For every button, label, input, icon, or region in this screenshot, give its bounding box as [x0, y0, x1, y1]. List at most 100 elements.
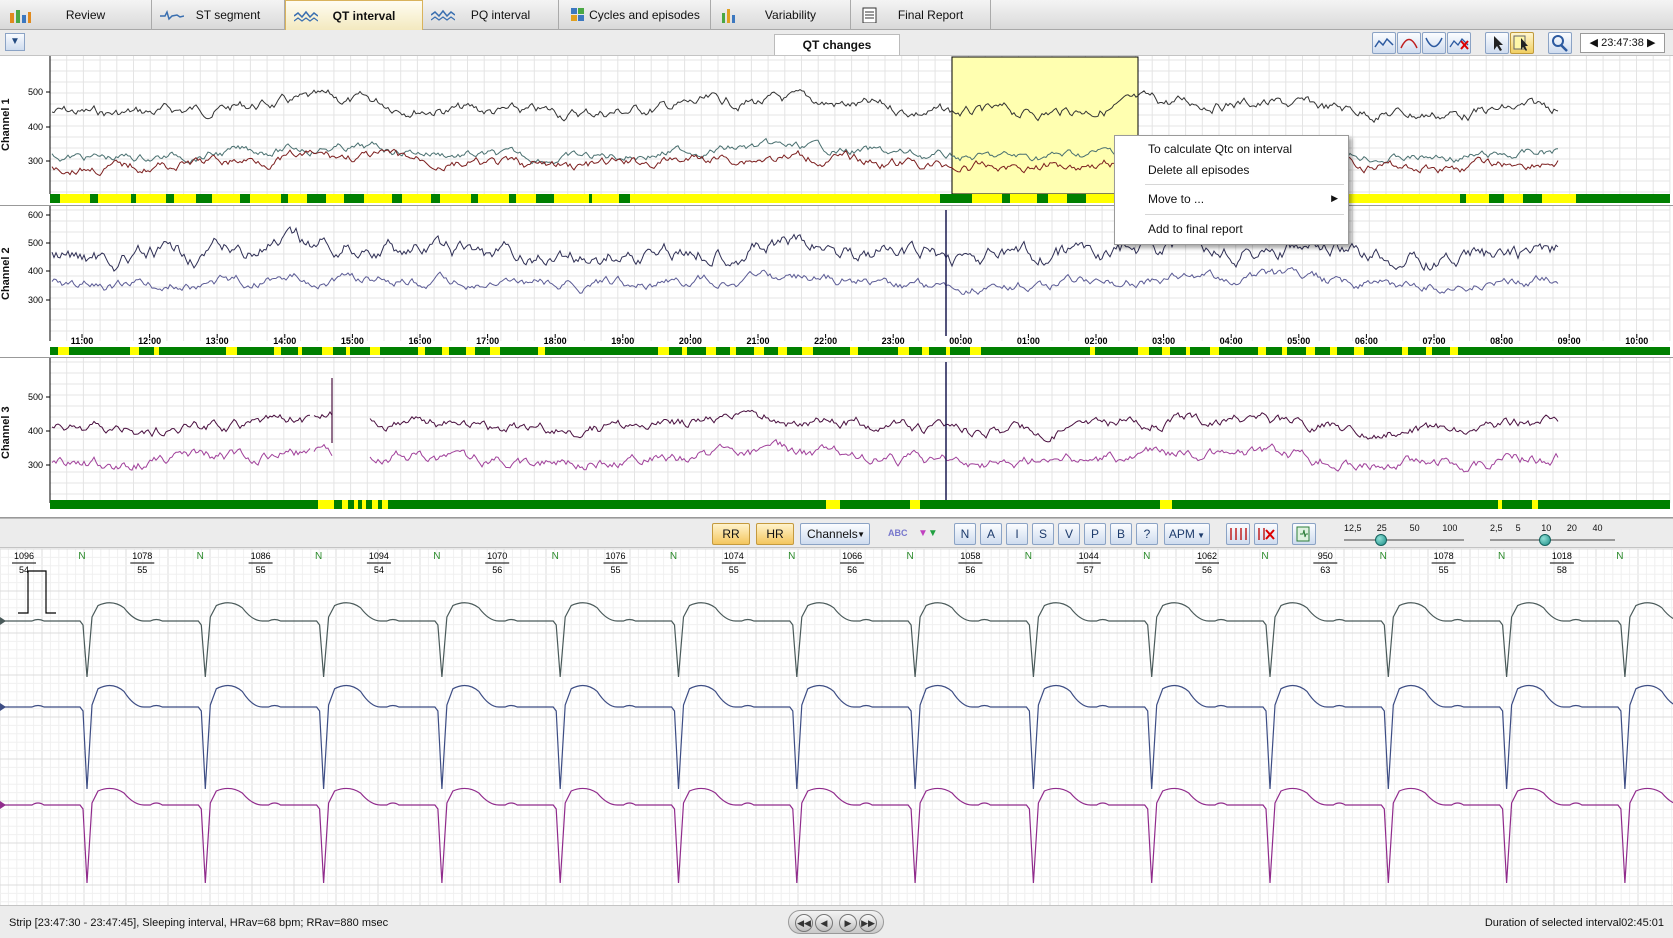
- tab-qt-interval[interactable]: QT interval: [285, 0, 423, 30]
- hr-value: 56: [965, 565, 975, 575]
- ecg-lead-2-marker-icon: [0, 703, 6, 711]
- channels-dropdown[interactable]: Channels ▼: [800, 523, 870, 545]
- channel-2-trend[interactable]: 600 500 400 300 11:00 12:00 13:00 14:00 15:00 16:…: [0, 206, 1673, 358]
- beat-type-button-unknown[interactable]: ?: [1136, 523, 1158, 545]
- yellow-segment: [382, 500, 388, 509]
- time-tick-label: 10:00: [1625, 336, 1648, 346]
- beat-type-button-v[interactable]: V: [1058, 523, 1080, 545]
- wave-blue-down-icon: [1425, 37, 1443, 48]
- yellow-segment: [1330, 347, 1337, 355]
- tab-label: Variability: [764, 8, 817, 22]
- y-tick-label: 600: [28, 210, 43, 220]
- rr-value: 1086: [251, 551, 271, 561]
- pointer-tool-button[interactable]: [1485, 32, 1509, 54]
- tab-review[interactable]: Review: [0, 0, 152, 30]
- menu-item-move-to[interactable]: Move to ...: [1148, 192, 1205, 206]
- delete-episode-button[interactable]: [1447, 32, 1471, 54]
- hr-value: 56: [492, 565, 502, 575]
- beat-type-button-s[interactable]: S: [1032, 523, 1054, 545]
- hr-value: 57: [1084, 565, 1094, 575]
- context-menu: To calculate Qtc on interval Delete all …: [1114, 135, 1349, 245]
- yellow-segment: [910, 500, 920, 509]
- rewind-button[interactable]: ◀◀: [795, 914, 813, 932]
- fast-forward-button[interactable]: ▶▶: [859, 914, 877, 932]
- ch2-series-b: [51, 266, 1559, 295]
- select-tool-button[interactable]: [1510, 32, 1534, 54]
- ch1-grid: [49, 56, 1671, 194]
- playback-controls: ◀◀ ◀ ▶ ▶▶: [788, 910, 884, 934]
- channel-3-trend[interactable]: 500 400 300: [0, 358, 1673, 518]
- yellow-segment: [1138, 347, 1149, 355]
- apm-dropdown[interactable]: APM ▼: [1164, 523, 1210, 545]
- gain-knob[interactable]: [1539, 534, 1552, 546]
- prev-time-icon[interactable]: ◀: [1589, 37, 1599, 49]
- yellow-segment: [1162, 347, 1170, 355]
- ch2-y-ticks: 600 500 400 300: [28, 210, 50, 305]
- beat-type-button-b[interactable]: B: [1110, 523, 1132, 545]
- gain-slider[interactable]: 2,5 5 10 20 40: [1490, 523, 1615, 547]
- beat-type-button-n[interactable]: N: [954, 523, 976, 545]
- play-back-button[interactable]: ◀: [815, 914, 833, 932]
- clear-beats-button[interactable]: [1254, 523, 1278, 545]
- zoom-button[interactable]: [1548, 32, 1572, 54]
- hr-value: 56: [847, 565, 857, 575]
- channel-1-trend[interactable]: 500 400 300: [0, 56, 1673, 206]
- slider-tick-label: 25: [1376, 523, 1387, 533]
- rr-value: 1044: [1079, 551, 1099, 561]
- next-time-icon[interactable]: ▶: [1646, 37, 1656, 49]
- speed-knob[interactable]: [1374, 534, 1387, 546]
- speed-track: [1344, 539, 1464, 541]
- yellow-segment: [98, 194, 131, 203]
- gain-tick-labels: 2,5 5 10 20 40: [1490, 523, 1615, 533]
- beat-type-button-p[interactable]: P: [1084, 523, 1106, 545]
- rr-button[interactable]: RR: [712, 523, 750, 545]
- yellow-segment: [1090, 347, 1095, 355]
- tab-cycles-episodes[interactable]: Cycles and episodes: [559, 0, 711, 30]
- menu-item-delete-episodes[interactable]: Delete all episodes: [1148, 163, 1250, 177]
- hr-value: 58: [1557, 565, 1567, 575]
- color-markers-icon[interactable]: ▼▼: [918, 528, 938, 539]
- wave-blue-icon: [1374, 37, 1394, 48]
- speed-slider[interactable]: 12,5 25 50 100: [1344, 523, 1464, 547]
- yellow-segment: [250, 194, 281, 203]
- tab-pq-interval[interactable]: PQ interval: [423, 0, 559, 30]
- hr-value: 55: [610, 565, 620, 575]
- tab-st-segment[interactable]: ST segment: [152, 0, 285, 30]
- hr-value: 54: [19, 565, 29, 575]
- hr-button[interactable]: HR: [756, 523, 794, 545]
- abc-labels-toggle[interactable]: ABC: [888, 528, 908, 538]
- show-rr-button[interactable]: [1397, 32, 1421, 54]
- time-tick-label: 20:00: [679, 336, 702, 346]
- channel-2-panel[interactable]: Channel 2 600 500 400 300 11:00 12:00 13:00 14:…: [0, 206, 1673, 358]
- channel-1-panel[interactable]: Channel 1 500 400 300: [0, 56, 1673, 206]
- play-button[interactable]: ▶: [839, 914, 857, 932]
- beat-type-label: N: [552, 551, 559, 562]
- menu-item-calculate-qtc[interactable]: To calculate Qtc on interval: [1148, 142, 1293, 156]
- time-navigator[interactable]: ◀ 23:47:38 ▶: [1580, 33, 1665, 53]
- yellow-segment: [362, 500, 366, 509]
- show-qtc-button[interactable]: [1422, 32, 1446, 54]
- collapse-button[interactable]: ▼: [5, 33, 25, 51]
- show-qt-button[interactable]: [1372, 32, 1396, 54]
- time-tick-label: 02:00: [1084, 336, 1107, 346]
- yellow-segment: [442, 347, 449, 355]
- time-tick-label: 21:00: [746, 336, 769, 346]
- channel-3-panel[interactable]: Channel 3 500 400 300: [0, 358, 1673, 518]
- y-tick-label: 300: [28, 156, 43, 166]
- beat-type-label: N: [1498, 551, 1505, 562]
- yellow-segment: [372, 500, 378, 509]
- tab-final-report[interactable]: Final Report: [851, 0, 991, 30]
- tab-variability[interactable]: Variability: [711, 0, 851, 30]
- y-tick-label: 500: [28, 238, 43, 248]
- y-tick-label: 400: [28, 122, 43, 132]
- beat-type-button-i[interactable]: I: [1006, 523, 1028, 545]
- grid-icon: [571, 8, 584, 21]
- print-strip-button[interactable]: [1292, 523, 1316, 545]
- ecg-strip[interactable]: 1096 54 N 1078 55 N 1086 55 N 1094 54 N 1070 56 N 1076 5…: [0, 549, 1673, 905]
- mark-beats-button[interactable]: [1226, 523, 1250, 545]
- yellow-segment: [478, 194, 509, 203]
- beat-type-button-a[interactable]: A: [980, 523, 1002, 545]
- time-tick-label: 01:00: [1017, 336, 1040, 346]
- ecg-waveforms[interactable]: 1096 54 N 1078 55 N 1086 55 N 1094 54 N 1070 56 N 1076 5…: [0, 549, 1673, 905]
- menu-item-add-to-report[interactable]: Add to final report: [1148, 222, 1243, 236]
